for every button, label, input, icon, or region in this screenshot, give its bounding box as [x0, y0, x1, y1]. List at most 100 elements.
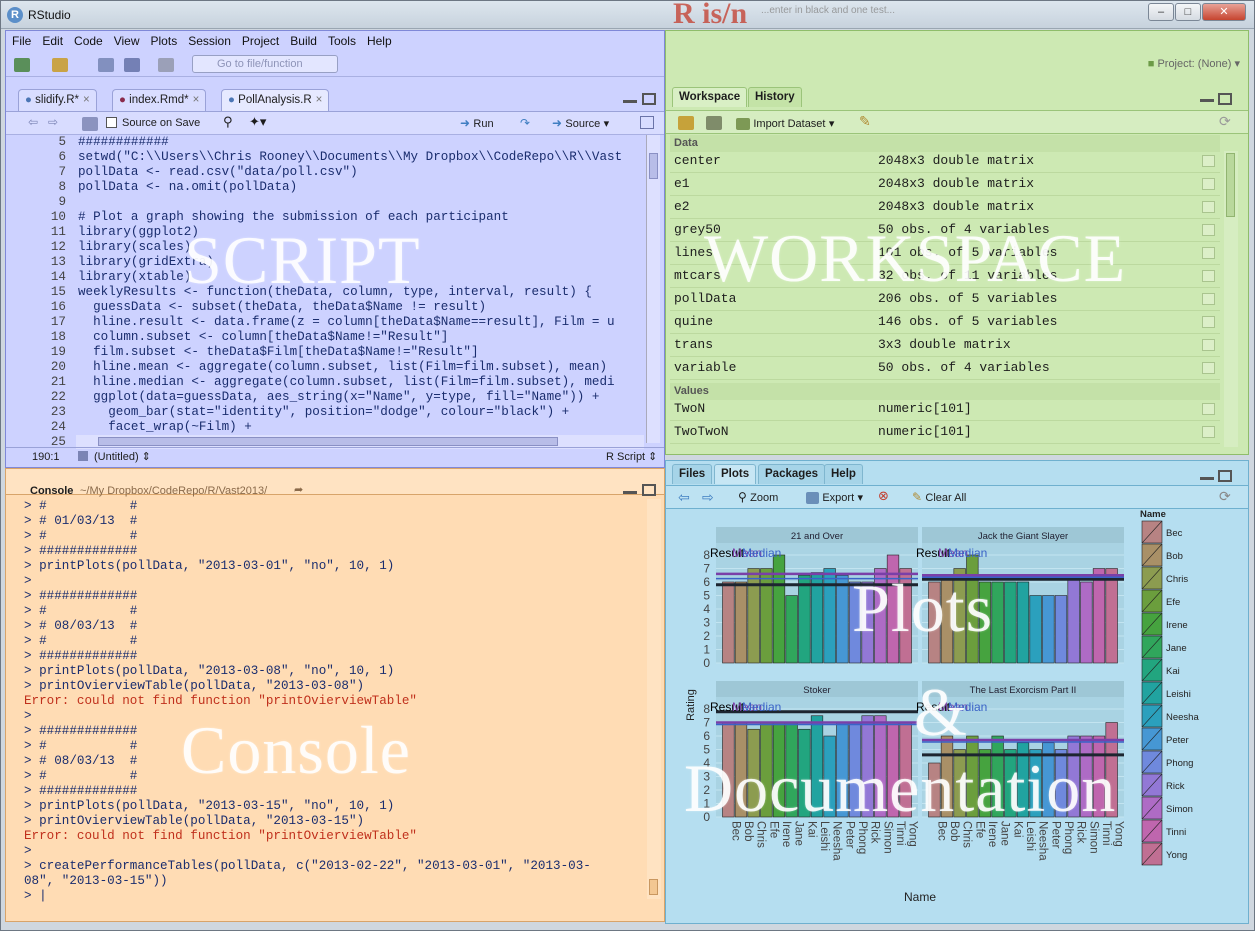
open-folder-icon[interactable]: [52, 58, 68, 72]
zoom-button[interactable]: ⚲ Zoom: [738, 490, 779, 504]
menu-session[interactable]: Session: [188, 34, 231, 48]
bar-rick: [1067, 735, 1080, 818]
project-selector[interactable]: ■ Project: (None) ▾: [1147, 58, 1240, 70]
view-table-icon[interactable]: [1202, 426, 1215, 438]
workspace-row[interactable]: lines 101 obs. of 5 variables: [670, 242, 1220, 265]
minimize-pane-icon[interactable]: [1200, 477, 1214, 480]
menu-tools[interactable]: Tools: [327, 34, 356, 48]
minimize-pane-icon[interactable]: [623, 491, 637, 494]
clear-all-button[interactable]: ✎ Clear All: [912, 490, 967, 504]
export-button[interactable]: Export ▾: [806, 490, 863, 504]
view-table-icon[interactable]: [1202, 339, 1215, 351]
print-icon[interactable]: [158, 58, 174, 72]
maximize-pane-icon[interactable]: [1218, 93, 1232, 105]
view-table-icon[interactable]: [1202, 178, 1215, 190]
workspace-row[interactable]: trans 3x3 double matrix: [670, 334, 1220, 357]
tab-packages[interactable]: Packages: [758, 464, 826, 484]
refresh-icon[interactable]: ⟳: [1219, 113, 1231, 129]
y-tick-label: 3: [703, 616, 710, 630]
view-table-icon[interactable]: [1202, 224, 1215, 236]
previous-plot-icon[interactable]: ⇦: [678, 489, 690, 505]
tab-index-rmd[interactable]: ● index.Rmd* ×: [112, 89, 207, 111]
bar-bec: [928, 762, 941, 818]
outline-icon[interactable]: [640, 116, 654, 129]
workspace-toolbar: Import Dataset ▾ ✎ ⟳: [666, 110, 1248, 134]
tab-files[interactable]: Files: [672, 464, 713, 484]
menu-plots[interactable]: Plots: [150, 34, 178, 48]
view-table-icon[interactable]: [1202, 247, 1215, 259]
back-arrow-icon[interactable]: ⇦: [28, 115, 39, 129]
tab-slidify[interactable]: ● slidify.R* ×: [18, 89, 97, 111]
source-button[interactable]: ➜ Source ▾: [552, 116, 610, 130]
run-button[interactable]: ➜ Run: [460, 116, 494, 130]
console-output[interactable]: > # # > # 01/03/13 # > # # > ############# >…: [24, 499, 654, 909]
menu-view[interactable]: View: [113, 34, 140, 48]
search-icon[interactable]: ⚲: [223, 114, 233, 129]
maximize-pane-icon[interactable]: [642, 484, 656, 496]
minimize-pane-icon[interactable]: [623, 100, 637, 103]
minimize-pane-icon[interactable]: [1200, 99, 1214, 102]
view-table-icon[interactable]: [1202, 316, 1215, 328]
workspace-row[interactable]: grey50 50 obs. of 4 variables: [670, 219, 1220, 242]
menu-build[interactable]: Build: [290, 34, 317, 48]
remove-plot-icon[interactable]: ⊗: [878, 488, 889, 503]
menu-edit[interactable]: Edit: [42, 34, 64, 48]
view-table-icon[interactable]: [1202, 270, 1215, 282]
tab-workspace[interactable]: Workspace: [672, 87, 748, 107]
menu-project[interactable]: Project: [241, 34, 280, 48]
source-on-save-checkbox[interactable]: [106, 117, 117, 128]
menu-code[interactable]: Code: [74, 34, 103, 48]
code-line: facet_wrap(~Film) +: [78, 420, 252, 434]
save-file-icon[interactable]: [82, 117, 98, 131]
load-workspace-icon[interactable]: [678, 116, 694, 130]
workspace-row[interactable]: e2 2048x3 double matrix: [670, 196, 1220, 219]
menu-file[interactable]: File: [12, 34, 32, 48]
view-table-icon[interactable]: [1202, 293, 1215, 305]
workspace-scrollbar[interactable]: [1224, 151, 1238, 447]
editor-vertical-scrollbar[interactable]: [646, 135, 660, 443]
workspace-row[interactable]: variable 50 obs. of 4 variables: [670, 357, 1220, 380]
code-editor[interactable]: 5 ############ 6 setwd("C:\\Users\\Chris Ro…: [6, 135, 656, 445]
file-type-selector[interactable]: R Script ⇕: [606, 451, 658, 463]
facet-title: 21 and Over: [791, 531, 843, 542]
goto-file-input[interactable]: Go to file/function: [192, 55, 338, 73]
tab-pollanalysis[interactable]: ● PollAnalysis.R ×: [221, 89, 330, 111]
view-table-icon[interactable]: [1202, 155, 1215, 167]
workspace-row[interactable]: TwoTwoN numeric[101]: [670, 421, 1220, 444]
view-table-icon[interactable]: [1202, 403, 1215, 415]
maximize-button[interactable]: □: [1175, 3, 1201, 21]
close-button[interactable]: ✕: [1202, 3, 1246, 21]
save-all-icon[interactable]: [124, 58, 140, 72]
maximize-pane-icon[interactable]: [1218, 470, 1232, 482]
tab-history[interactable]: History: [748, 87, 802, 107]
menu-help[interactable]: Help: [366, 34, 392, 48]
workspace-row[interactable]: mtcars 32 obs. of 11 variables: [670, 265, 1220, 288]
editor-horizontal-scrollbar[interactable]: [76, 435, 644, 449]
scope-selector[interactable]: (Untitled) ⇕: [94, 451, 151, 463]
workspace-row[interactable]: pollData 206 obs. of 5 variables: [670, 288, 1220, 311]
console-scrollbar[interactable]: [647, 499, 661, 899]
broom-icon[interactable]: ✎: [859, 113, 871, 129]
workspace-row[interactable]: quine 146 obs. of 5 variables: [670, 311, 1220, 334]
refresh-icon[interactable]: ⟳: [1219, 488, 1231, 504]
editor-status-bar: 190:1 (Untitled) ⇕ R Script ⇕: [6, 447, 664, 467]
workspace-row[interactable]: e1 2048x3 double matrix: [670, 173, 1220, 196]
goto-directory-icon[interactable]: ➦: [294, 484, 304, 496]
tab-plots[interactable]: Plots: [714, 464, 757, 484]
tab-help[interactable]: Help: [824, 464, 863, 484]
workspace-row[interactable]: center 2048x3 double matrix: [670, 150, 1220, 173]
rerun-icon[interactable]: ↷: [520, 116, 531, 130]
import-dataset-button[interactable]: Import Dataset ▾: [736, 116, 834, 130]
save-icon[interactable]: [98, 58, 114, 72]
next-plot-icon[interactable]: ⇨: [702, 489, 714, 505]
x-tick-label: Kai: [805, 821, 817, 838]
minimize-button[interactable]: –: [1148, 3, 1174, 21]
workspace-row[interactable]: TwoN numeric[101]: [670, 398, 1220, 421]
forward-arrow-icon[interactable]: ⇨: [48, 115, 59, 129]
view-table-icon[interactable]: [1202, 201, 1215, 213]
save-workspace-icon[interactable]: [706, 116, 722, 130]
new-file-icon[interactable]: [14, 58, 30, 72]
maximize-pane-icon[interactable]: [642, 93, 656, 105]
view-table-icon[interactable]: [1202, 362, 1215, 374]
code-tools-icon[interactable]: ✦▾: [249, 114, 267, 129]
